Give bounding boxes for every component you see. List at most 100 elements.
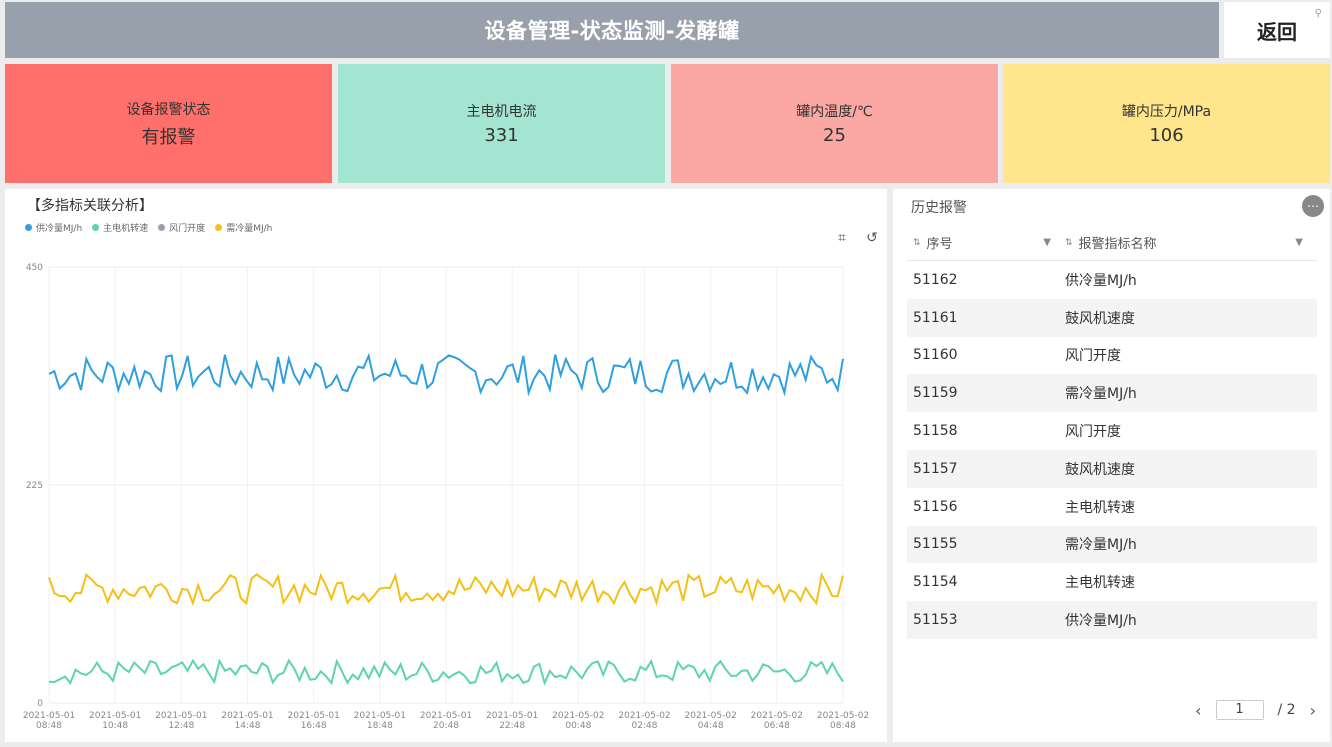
cell-serial: 51160 (913, 347, 958, 364)
sort-icon[interactable]: ⇅ (913, 237, 921, 248)
x-tick-label: 2021-05-01 (486, 711, 538, 721)
chart-legend: 供冷量MJ/h 主电机转速 风门开度 需冷量MJ/h (25, 221, 272, 234)
column-header-serial[interactable]: ⇅ 序号 ▼ (907, 233, 1065, 252)
x-tick-label: 2021-05-02 (685, 711, 737, 721)
filter-icon[interactable]: ▼ (1043, 237, 1051, 248)
history-table: ⇅ 序号 ▼ ⇅ 报警指标名称 ▼ 51162 供冷量MJ/h 51161 鼓风机速度… (907, 225, 1317, 639)
legend-dot (158, 224, 166, 231)
legend-dot (25, 224, 32, 231)
y-tick-label: 225 (26, 481, 43, 491)
table-row[interactable]: 51161 鼓风机速度 (907, 298, 1317, 337)
x-tick-label: 08:48 (36, 721, 62, 731)
kpi-label: 主电机电流 (466, 104, 537, 120)
table-row[interactable]: 51159 需冷量MJ/h (907, 374, 1317, 413)
cell-indicator: 需冷量MJ/h (1065, 537, 1137, 554)
legend-item-supply-cooling[interactable]: 供冷量MJ/h (25, 221, 82, 234)
cell-serial: 51162 (913, 271, 958, 288)
page-title: 设备管理-状态监测-发酵罐 (484, 19, 740, 43)
legend-label: 供冷量MJ/h (36, 224, 83, 234)
cell-serial: 51155 (913, 536, 958, 553)
more-options-button[interactable]: ⋯ (1302, 195, 1324, 217)
x-tick-label: 04:48 (698, 721, 724, 731)
kpi-card-tank-temperature: 罐内温度/℃ 25 (671, 64, 998, 183)
y-tick-label: 0 (37, 699, 43, 709)
next-page-icon[interactable]: › (1309, 700, 1316, 720)
link-icon: ⚲ (1314, 8, 1322, 19)
cell-indicator: 鼓风机速度 (1065, 310, 1135, 327)
kpi-card-alarm-status: 设备报警状态 有报警 (5, 64, 332, 183)
kpi-value: 有报警 (141, 126, 196, 148)
table-row[interactable]: 51154 主电机转速 (907, 563, 1317, 601)
x-tick-label: 16:48 (301, 721, 327, 731)
cell-indicator: 风门开度 (1065, 424, 1121, 441)
back-button-label: 返回 (1257, 19, 1297, 44)
table-row[interactable]: 51162 供冷量MJ/h (907, 261, 1317, 299)
pagination: ‹ 1 / 2 › (1195, 700, 1316, 720)
back-button[interactable]: 返回 ⚲ (1224, 2, 1330, 58)
filter-icon[interactable]: ▼ (1295, 237, 1303, 248)
cell-indicator: 鼓风机速度 (1065, 461, 1135, 478)
x-tick-label: 02:48 (632, 721, 658, 731)
page-header: 设备管理-状态监测-发酵罐 (5, 2, 1219, 58)
page-number-input[interactable]: 1 (1215, 700, 1264, 720)
table-row[interactable]: 51157 鼓风机速度 (907, 449, 1317, 488)
table-header: ⇅ 序号 ▼ ⇅ 报警指标名称 ▼ (907, 225, 1317, 261)
legend-item-demand-cooling[interactable]: 需冷量MJ/h (215, 221, 272, 234)
x-tick-label: 22:48 (499, 721, 525, 731)
legend-item-motor-speed[interactable]: 主电机转速 (92, 221, 148, 234)
cell-serial: 51156 (913, 498, 958, 515)
legend-dot (92, 224, 100, 231)
legend-dot (215, 224, 223, 231)
table-row[interactable]: 51155 需冷量MJ/h (907, 525, 1317, 564)
legend-label: 主电机转速 (103, 224, 149, 234)
series-line-0 (48, 352, 844, 397)
kpi-card-tank-pressure: 罐内压力/MPa 106 (1003, 64, 1330, 183)
legend-item-damper-opening[interactable]: 风门开度 (158, 221, 205, 234)
table-row[interactable]: 51158 风门开度 (907, 412, 1317, 450)
legend-label: 风门开度 (169, 224, 206, 234)
cell-serial: 51158 (913, 423, 958, 440)
kpi-value: 25 (823, 125, 846, 146)
cell-indicator: 风门开度 (1065, 348, 1121, 365)
zoom-select-icon[interactable]: ⌗ (838, 230, 846, 246)
cell-indicator: 主电机转速 (1065, 499, 1135, 516)
prev-page-icon[interactable]: ‹ (1195, 700, 1202, 720)
x-tick-label: 2021-05-01 (155, 711, 207, 721)
sort-icon[interactable]: ⇅ (1065, 237, 1073, 248)
history-title: 历史报警 (911, 200, 967, 216)
legend-label: 需冷量MJ/h (226, 224, 273, 234)
x-tick-label: 2021-05-02 (618, 711, 670, 721)
x-tick-label: 20:48 (433, 721, 459, 731)
chart-toolbox: ⌗ ↺ (833, 229, 881, 247)
page-total: / 2 (1277, 702, 1296, 718)
chart-panel: 【多指标关联分析】 供冷量MJ/h 主电机转速 风门开度 需冷量MJ/h ⌗ ↺… (5, 189, 887, 742)
cell-serial: 51153 (913, 612, 958, 629)
x-tick-label: 2021-05-01 (420, 711, 472, 721)
x-tick-label: 2021-05-01 (23, 711, 75, 721)
kpi-label: 设备报警状态 (126, 101, 211, 118)
kpi-value: 331 (484, 125, 519, 146)
cell-indicator: 供冷量MJ/h (1065, 613, 1137, 630)
kpi-value: 106 (1149, 125, 1184, 146)
kpi-label: 罐内压力/MPa (1121, 104, 1212, 120)
x-tick-label: 2021-05-01 (288, 711, 340, 721)
kpi-label: 罐内温度/℃ (796, 104, 873, 120)
cell-indicator: 需冷量MJ/h (1065, 386, 1137, 403)
table-row[interactable]: 51153 供冷量MJ/h (907, 601, 1317, 639)
x-tick-label: 18:48 (367, 721, 393, 731)
x-tick-label: 06:48 (764, 721, 790, 731)
x-tick-label: 14:48 (235, 721, 261, 731)
column-header-label: 序号 (926, 237, 953, 252)
x-tick-label: 2021-05-01 (221, 711, 273, 721)
zoom-reset-icon[interactable]: ↺ (866, 230, 878, 246)
column-header-indicator[interactable]: ⇅ 报警指标名称 ▼ (1065, 233, 1317, 252)
line-chart: 02254502021-05-0108:482021-05-0110:48202… (23, 263, 869, 731)
chart-title: 【多指标关联分析】 (27, 198, 153, 214)
x-tick-label: 12:48 (168, 721, 194, 731)
kpi-card-motor-current: 主电机电流 331 (338, 64, 665, 183)
table-row[interactable]: 51160 风门开度 (907, 337, 1317, 375)
x-tick-label: 2021-05-02 (817, 711, 869, 721)
cell-serial: 51157 (913, 460, 958, 477)
table-row[interactable]: 51156 主电机转速 (907, 488, 1317, 526)
cell-serial: 51161 (913, 309, 958, 326)
